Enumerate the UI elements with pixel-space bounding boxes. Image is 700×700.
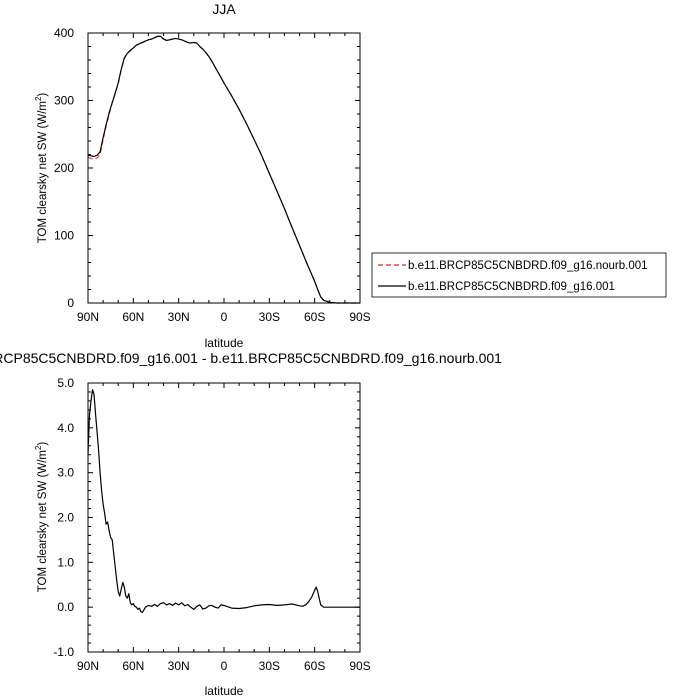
bottom-y-tick-label: 2.0 [57, 511, 74, 525]
top-chart-title: JJA [212, 1, 236, 17]
bottom-x-tick-label: 60N [122, 659, 144, 673]
top-plot-frame [87, 32, 361, 304]
top-y-tick-label: 400 [54, 26, 74, 40]
bottom-y-tick-label: 1.0 [57, 555, 74, 569]
bottom-y-tick-label: -1.0 [53, 645, 74, 659]
bottom-x-tick-label: 90S [349, 659, 370, 673]
top-x-tick-label: 30S [259, 310, 280, 324]
top-series-line-1 [87, 35, 360, 304]
bottom-x-tick-label: 30S [259, 659, 280, 673]
top-y-axis-label: TOM clearsky net SW (W/m2) [34, 93, 49, 244]
bottom-x-tick-label: 30N [168, 659, 190, 673]
bottom-y-tick-label: 4.0 [57, 421, 74, 435]
svg-text:TOM clearsky net SW (W/m2): TOM clearsky net SW (W/m2) [34, 442, 49, 593]
top-x-tick-label: 60N [122, 310, 144, 324]
bottom-panel: b.e11.BRCP85C5CNBDRD.f09_g16.001 - b.e11… [0, 350, 502, 698]
bottom-x-tick-label: 60S [304, 659, 325, 673]
top-y-tick-label: 200 [54, 161, 74, 175]
top-panel: JJA TOM clearsky net SW (W/m2) latitude … [34, 1, 371, 350]
bottom-y-tick-label: 0.0 [57, 600, 74, 614]
top-y-axis-label-sup: 2 [34, 96, 43, 101]
top-x-tick-label: 90N [77, 310, 99, 324]
top-y-tick-label: 0 [67, 296, 74, 310]
bottom-x-axis-label: latitude [205, 684, 244, 698]
bottom-y-axis-label-text: TOM clearsky net SW (W/m [37, 450, 49, 592]
bottom-series-line-0 [87, 389, 360, 614]
top-x-axis-label: latitude [205, 336, 244, 350]
top-x-tick-label: 60S [304, 310, 325, 324]
top-x-tick-label: 90S [349, 310, 370, 324]
svg-text:TOM clearsky net SW (W/m2): TOM clearsky net SW (W/m2) [34, 93, 49, 244]
bottom-chart-title: b.e11.BRCP85C5CNBDRD.f09_g16.001 - b.e11… [0, 350, 502, 366]
bottom-y-axis-label: TOM clearsky net SW (W/m2) [34, 442, 49, 593]
legend-label-base: b.e11.BRCP85C5CNBDRD.f09_g16.001 [408, 281, 615, 293]
top-y-tick-label: 300 [54, 94, 74, 108]
bottom-y-axis-label-sup: 2 [34, 445, 43, 450]
top-y-tick-label: 100 [54, 229, 74, 243]
top-x-tick-label: 0 [221, 310, 228, 324]
top-x-tick-label: 30N [168, 310, 190, 324]
top-series-line-0 [87, 35, 360, 304]
bottom-x-tick-label: 0 [221, 659, 228, 673]
bottom-axis-ticks: 90N 60N 30N 0 30S 60S 90S -1.0 0.0 1.0 2.0 3.0 4.0 5.… [53, 376, 370, 673]
bottom-plot-frame [87, 382, 361, 653]
bottom-y-tick-label: 3.0 [57, 466, 74, 480]
top-axis-ticks: 90N 60N 30N 0 30S 60S 90S 0 100 200 300 400 [54, 26, 371, 324]
top-y-axis-label-text: TOM clearsky net SW (W/m [37, 101, 49, 243]
bottom-series-group [87, 389, 360, 614]
legend-label-nourb: b.e11.BRCP85C5CNBDRD.f09_g16.nourb.001 [408, 260, 648, 272]
legend-box [371, 252, 667, 298]
top-y-axis-label-end: ) [37, 93, 49, 97]
legend: b.e11.BRCP85C5CNBDRD.f09_g16.nourb.001 b… [371, 252, 667, 298]
top-series-group [87, 35, 360, 304]
bottom-x-tick-label: 90N [77, 659, 99, 673]
bottom-y-tick-label: 5.0 [57, 376, 74, 390]
bottom-y-axis-label-end: ) [37, 442, 49, 446]
